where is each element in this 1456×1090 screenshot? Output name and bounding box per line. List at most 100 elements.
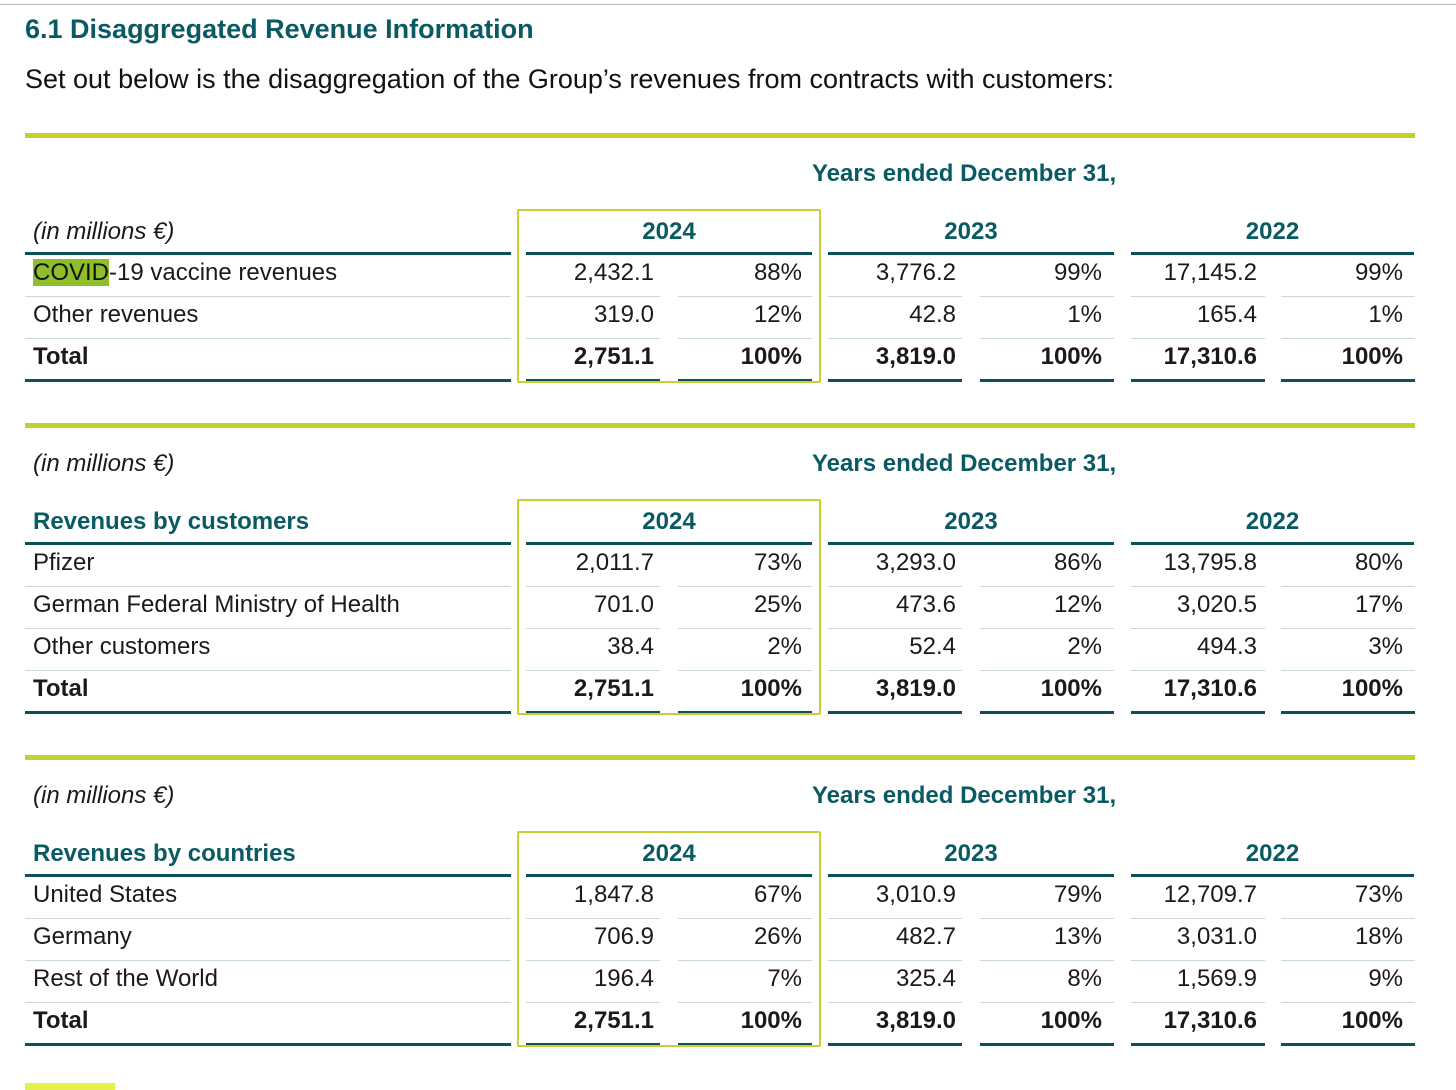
year-column-header: 2024 (642, 218, 696, 245)
row-divider (828, 670, 962, 671)
next-section-highlight (25, 1083, 115, 1090)
row-divider (1281, 1002, 1415, 1003)
amount-cell: 2,751.1 (573, 1007, 654, 1034)
amount-cell: 12,709.7 (1163, 881, 1257, 908)
row-divider (1281, 296, 1415, 297)
row-label: United States (33, 881, 178, 908)
percent-cell: 17% (1354, 591, 1403, 618)
row-group-header: Revenues by customers (33, 508, 310, 535)
row-divider (1131, 918, 1265, 919)
total-rule (25, 1043, 511, 1046)
row-divider (678, 338, 812, 339)
row-divider (980, 586, 1114, 587)
percent-cell: 12% (1053, 591, 1102, 618)
row-label: German Federal Ministry of Health (33, 591, 400, 618)
total-rule (25, 711, 511, 714)
row-divider (25, 586, 511, 587)
header-rule (828, 542, 1114, 545)
amount-cell: 1,569.9 (1176, 965, 1257, 992)
amount-cell: 319.0 (593, 301, 654, 328)
row-divider (25, 1002, 511, 1003)
section-heading: 6.1 Disaggregated Revenue Information (25, 14, 534, 44)
year-column-header: 2023 (944, 218, 998, 245)
row-divider (1281, 586, 1415, 587)
header-rule (1131, 542, 1414, 545)
total-rule (1281, 1043, 1415, 1046)
row-label: Germany (33, 923, 132, 950)
percent-cell: 99% (1053, 259, 1102, 286)
percent-cell: 9% (1368, 965, 1403, 992)
row-divider (828, 918, 962, 919)
row-group-header: Revenues by countries (33, 840, 296, 867)
amount-cell: 706.9 (593, 923, 654, 950)
row-label: Rest of the World (33, 965, 218, 992)
highlight-box-2024 (517, 209, 821, 383)
amount-cell: 165.4 (1196, 301, 1257, 328)
amount-cell: 17,310.6 (1163, 675, 1257, 702)
total-label: Total (33, 343, 89, 370)
percent-cell: 100% (740, 675, 802, 702)
percent-cell: 100% (740, 1007, 802, 1034)
amount-cell: 196.4 (593, 965, 654, 992)
header-rule (1131, 252, 1414, 255)
row-divider (526, 1002, 660, 1003)
row-divider (678, 918, 812, 919)
header-rule (25, 542, 511, 545)
row-divider (1131, 628, 1265, 629)
amount-cell: 3,010.9 (875, 881, 956, 908)
total-label: Total (33, 1007, 89, 1034)
percent-cell: 26% (753, 923, 802, 950)
row-divider (1281, 338, 1415, 339)
total-label: Total (33, 675, 89, 702)
total-rule (678, 379, 812, 382)
year-column-header: 2024 (642, 508, 696, 535)
row-divider (1131, 960, 1265, 961)
percent-cell: 13% (1053, 923, 1102, 950)
amount-cell: 3,776.2 (875, 259, 956, 286)
row-divider (25, 338, 511, 339)
amount-cell: 2,751.1 (573, 675, 654, 702)
row-label: Pfizer (33, 549, 95, 576)
amount-cell: 1,847.8 (573, 881, 654, 908)
percent-cell: 100% (740, 343, 802, 370)
total-rule (526, 379, 660, 382)
year-column-header: 2023 (944, 508, 998, 535)
total-rule (1131, 1043, 1265, 1046)
row-divider (526, 296, 660, 297)
amount-cell: 52.4 (909, 633, 956, 660)
total-rule (526, 1043, 660, 1046)
row-divider (25, 670, 511, 671)
row-label: Other customers (33, 633, 211, 660)
percent-cell: 73% (753, 549, 802, 576)
year-column-header: 2023 (944, 840, 998, 867)
year-column-header: 2022 (1245, 218, 1300, 245)
row-divider (25, 628, 511, 629)
row-divider (828, 338, 962, 339)
amount-cell: 3,819.0 (875, 675, 956, 702)
total-rule (828, 711, 962, 714)
row-label-text: -19 vaccine revenues (109, 259, 338, 286)
row-divider (678, 628, 812, 629)
row-divider (980, 1002, 1114, 1003)
row-divider (678, 296, 812, 297)
total-rule (526, 711, 660, 714)
percent-cell: 12% (753, 301, 802, 328)
amount-cell: 473.6 (895, 591, 956, 618)
percent-cell: 2% (767, 633, 802, 660)
row-divider (526, 628, 660, 629)
percent-cell: 2% (1067, 633, 1102, 660)
percent-cell: 79% (1053, 881, 1102, 908)
row-divider (526, 670, 660, 671)
amount-cell: 494.3 (1196, 633, 1257, 660)
row-divider (25, 960, 511, 961)
row-divider (25, 918, 511, 919)
row-divider (1131, 670, 1265, 671)
row-divider (678, 1002, 812, 1003)
row-divider (980, 918, 1114, 919)
row-divider (980, 960, 1114, 961)
row-divider (1131, 1002, 1265, 1003)
percent-cell: 100% (1040, 343, 1102, 370)
total-rule (678, 1043, 812, 1046)
total-rule (25, 379, 511, 382)
amount-cell: 17,145.2 (1163, 259, 1257, 286)
